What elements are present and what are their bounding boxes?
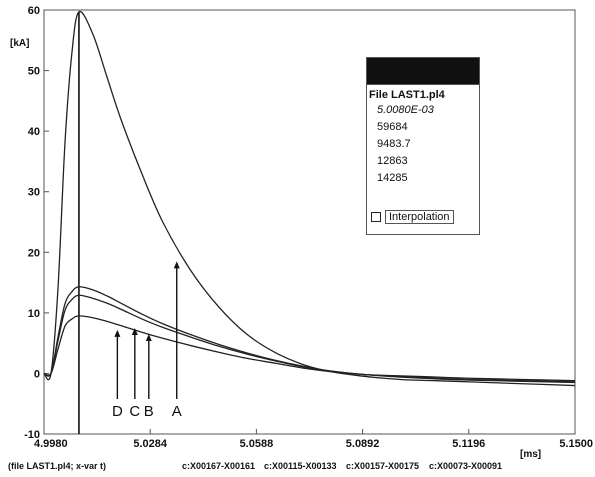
arrow-head-d bbox=[114, 329, 121, 337]
x-axis-unit: [ms] bbox=[520, 449, 541, 460]
readout-value-b: 9483.7 bbox=[377, 138, 411, 150]
arrow-head-a bbox=[173, 261, 180, 269]
y-tick-label: 30 bbox=[28, 187, 40, 199]
interpolation-control[interactable]: Interpolation bbox=[371, 210, 454, 224]
y-tick-label: -10 bbox=[24, 429, 40, 441]
footer-label: c:X00115-X00133 bbox=[264, 461, 337, 471]
readout-time: 5.0080E-03 bbox=[377, 104, 434, 116]
arrow-head-b bbox=[145, 334, 152, 342]
y-axis-unit: [kA] bbox=[10, 38, 29, 49]
footer-label: (file LAST1.pl4; x-var t) bbox=[8, 461, 106, 471]
arrow-head-c bbox=[131, 328, 138, 335]
series-line-a bbox=[43, 10, 576, 387]
x-tick-label: 4.9980 bbox=[34, 438, 68, 450]
curve-label-a: A bbox=[172, 403, 182, 420]
series-line-c bbox=[43, 294, 576, 383]
readout-panel: File LAST1.pl4 5.0080E-03 59684 9483.7 1… bbox=[366, 57, 480, 235]
x-tick-label: 5.0892 bbox=[346, 438, 380, 450]
x-tick-label: 5.0284 bbox=[133, 438, 168, 450]
curve-label-d: D bbox=[112, 403, 123, 420]
y-tick-label: 50 bbox=[28, 66, 40, 78]
x-tick-label: 5.1500 bbox=[559, 438, 593, 450]
x-tick-label: 5.0588 bbox=[240, 438, 274, 450]
interpolation-checkbox[interactable] bbox=[371, 212, 381, 222]
footer-label: c:X00167-X00161 bbox=[182, 461, 255, 471]
interpolation-label[interactable]: Interpolation bbox=[385, 210, 454, 224]
footer-label: c:X00073-X00091 bbox=[429, 461, 502, 471]
series-line-d bbox=[43, 315, 576, 382]
curve-label-c: C bbox=[129, 403, 140, 420]
readout-value-c: 12863 bbox=[377, 155, 408, 167]
y-tick-label: 10 bbox=[28, 308, 40, 320]
readout-titlebar[interactable] bbox=[367, 58, 479, 85]
readout-file: File LAST1.pl4 bbox=[369, 89, 445, 101]
x-tick-label: 5.1196 bbox=[452, 438, 485, 450]
y-tick-label: 0 bbox=[34, 368, 40, 380]
y-tick-label: 60 bbox=[28, 5, 40, 17]
readout-value-d: 14285 bbox=[377, 172, 408, 184]
y-tick-label: 40 bbox=[28, 126, 40, 138]
readout-value-a: 59684 bbox=[377, 121, 408, 133]
curve-label-b: B bbox=[144, 403, 154, 420]
footer-label: c:X00157-X00175 bbox=[346, 461, 419, 471]
plot-area bbox=[43, 9, 576, 435]
y-tick-label: 20 bbox=[28, 247, 40, 259]
